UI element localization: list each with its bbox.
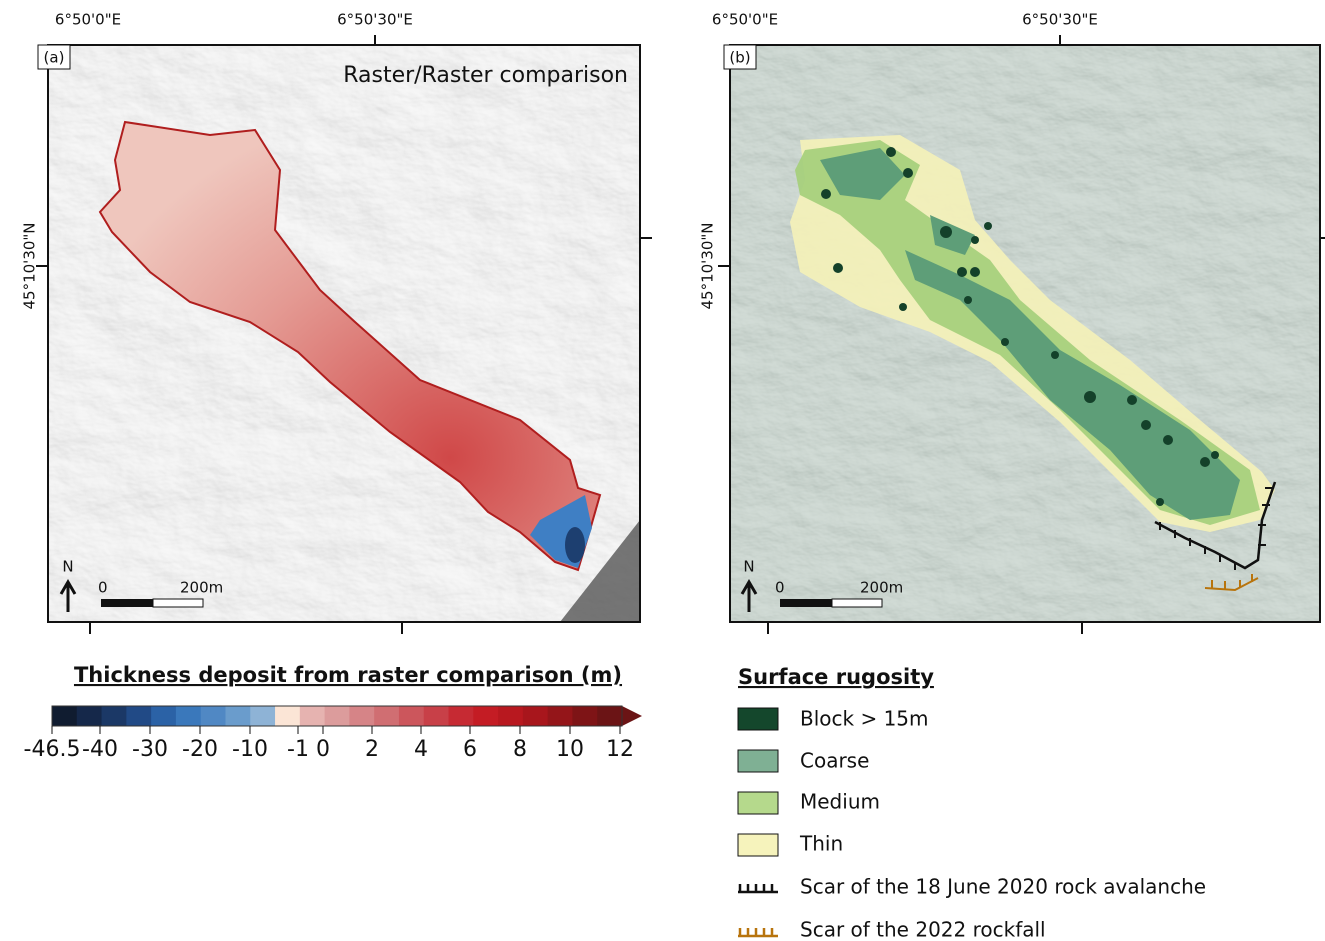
colorbar-segment bbox=[250, 706, 276, 726]
colorbar-segment bbox=[101, 706, 127, 726]
colorbar-segment bbox=[151, 706, 177, 726]
scale-bar bbox=[831, 598, 883, 608]
colorbar-segment bbox=[76, 706, 103, 726]
cliff bbox=[560, 520, 640, 622]
scale-bar bbox=[780, 599, 832, 607]
legend-label: Coarse bbox=[800, 749, 869, 773]
negative-core bbox=[565, 527, 585, 563]
colorbar-segment bbox=[175, 706, 202, 726]
lon-label: 6°50'30"E bbox=[1022, 11, 1098, 29]
colorbar-segment bbox=[349, 706, 375, 726]
scar-2022 bbox=[1204, 577, 1259, 592]
legend-label: Block > 15m bbox=[800, 707, 929, 731]
colorbar-segment bbox=[126, 706, 152, 726]
scar-2022-hatch bbox=[1211, 574, 1253, 589]
colorbar-outline bbox=[51, 705, 623, 727]
frame bbox=[47, 44, 641, 623]
colorbar-segment bbox=[522, 706, 549, 726]
colorbar-tick-label: 10 bbox=[556, 737, 584, 762]
colorbar-segment bbox=[374, 706, 400, 726]
colorbar: Thickness deposit from raster comparison… bbox=[24, 663, 642, 762]
lon-label: 6°50'0"E bbox=[55, 11, 121, 29]
colorbar-tick-label: 6 bbox=[463, 737, 477, 762]
lon-label: 6°50'0"E bbox=[712, 11, 778, 29]
colorbar-segment bbox=[52, 706, 78, 726]
coarse-zone bbox=[820, 148, 1240, 520]
colorbar-segment bbox=[225, 706, 251, 726]
scar-2020-hatch bbox=[1159, 487, 1273, 570]
panel-title: Raster/Raster comparison bbox=[343, 63, 628, 88]
legend-swatch bbox=[737, 791, 779, 815]
colorbar-tick-label: -1 bbox=[287, 737, 309, 762]
legend-symbol bbox=[738, 928, 778, 938]
scale-label: 0 bbox=[775, 579, 785, 597]
legend-swatch bbox=[737, 833, 779, 857]
label-box bbox=[723, 44, 757, 70]
colorbar-segment bbox=[498, 706, 524, 726]
panel-a: (a) Raster/Raster comparison 6°50'0"E 6°… bbox=[21, 11, 652, 634]
colorbar-tick-label: -20 bbox=[182, 737, 218, 762]
north-arrow bbox=[59, 579, 77, 612]
north-label: N bbox=[62, 558, 73, 576]
legend-title: Surface rugosity bbox=[738, 665, 934, 689]
panel-label: (a) bbox=[44, 49, 65, 67]
deposit-thickness bbox=[98, 120, 602, 572]
legend: Surface rugosity Block > 15m Coarse Medium… bbox=[737, 665, 1206, 941]
colorbar-tick-label: -30 bbox=[132, 737, 168, 762]
colorbar-segment bbox=[398, 706, 425, 726]
scale-bar bbox=[101, 599, 153, 607]
colorbar-segment bbox=[473, 706, 499, 726]
scale-bar bbox=[152, 598, 204, 608]
label-box bbox=[37, 44, 71, 70]
colorbar-tick-label: 8 bbox=[513, 737, 527, 762]
scale-label: 0 bbox=[98, 579, 108, 597]
colorbar-arrow bbox=[622, 706, 642, 726]
colorbar-tick-label: -46.5 bbox=[24, 737, 81, 762]
legend-swatch bbox=[737, 749, 779, 773]
panel-label: (b) bbox=[729, 49, 750, 67]
colorbar-tick-label: 0 bbox=[316, 737, 330, 762]
colorbar-tick-label: -40 bbox=[82, 737, 118, 762]
colorbar-tick-label: -10 bbox=[232, 737, 268, 762]
legend-label: Medium bbox=[800, 790, 880, 814]
scale-label: 200m bbox=[860, 579, 903, 597]
colorbar-segment bbox=[423, 706, 450, 726]
colorbar-segment bbox=[448, 706, 474, 726]
legend-symbol bbox=[738, 884, 778, 894]
colorbar-segment bbox=[572, 706, 598, 726]
north-arrow bbox=[740, 579, 758, 612]
scar-2020 bbox=[1154, 481, 1277, 570]
colorbar-segment bbox=[200, 706, 226, 726]
colorbar-segment bbox=[597, 706, 623, 726]
lat-label: 45°10'30"N bbox=[21, 222, 39, 309]
colorbar-tick-label: 12 bbox=[606, 737, 634, 762]
legend-label: Thin bbox=[799, 832, 843, 856]
lon-label: 6°50'30"E bbox=[337, 11, 413, 29]
colorbar-segment bbox=[299, 706, 326, 726]
panel-b: (b) 6°50'0"E 6°50'30"E 45°10'30"N N 0 20… bbox=[699, 11, 1325, 634]
legend-label: Scar of the 18 June 2020 rock avalanche bbox=[800, 875, 1206, 899]
colorbar-segment bbox=[324, 706, 350, 726]
legend-label: Scar of the 2022 rockfall bbox=[800, 918, 1046, 941]
blocks bbox=[821, 147, 1219, 506]
lat-label: 45°10'30"N bbox=[699, 222, 717, 309]
colorbar-segment bbox=[547, 706, 573, 726]
frame bbox=[729, 44, 1321, 623]
colorbar-title: Thickness deposit from raster comparison… bbox=[74, 663, 622, 687]
colorbar-tick-label: 4 bbox=[414, 737, 428, 762]
colorbar-segment bbox=[275, 706, 301, 726]
colorbar-tick-label: 2 bbox=[365, 737, 379, 762]
legend-swatch bbox=[737, 707, 779, 731]
scale-label: 200m bbox=[180, 579, 223, 597]
north-label: N bbox=[743, 558, 754, 576]
